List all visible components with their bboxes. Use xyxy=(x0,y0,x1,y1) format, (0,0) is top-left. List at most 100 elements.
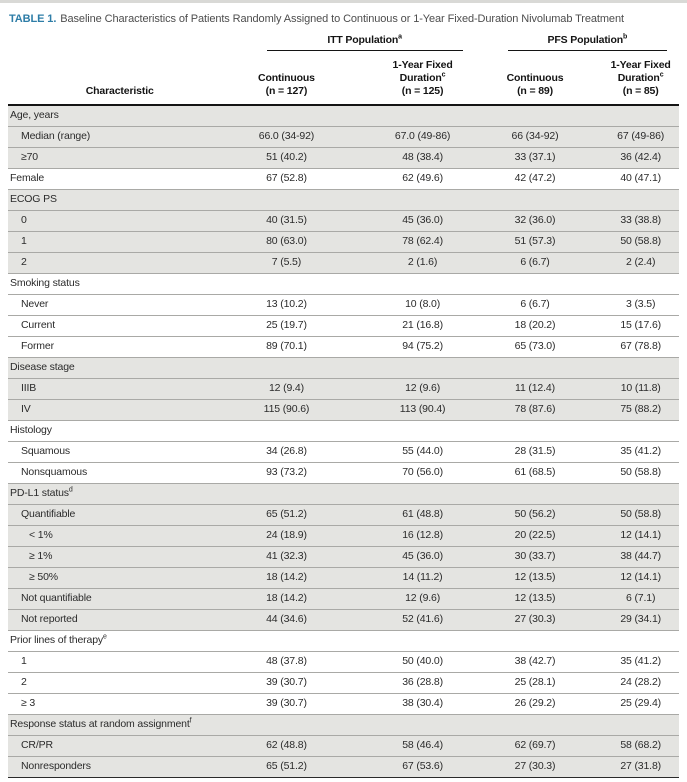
cell-value: 50 (56.2) xyxy=(514,508,556,520)
cell-value: 24 (28.2) xyxy=(620,676,661,688)
table-row: 2 39 (30.7) 36 (28.8) 25 (28.1) 24 (28.2) xyxy=(8,672,679,694)
cell-value: 32 (36.0) xyxy=(514,214,556,226)
table-row: 1 80 (63.0) 78 (62.4) 51 (57.3) 50 (58.8) xyxy=(8,231,679,253)
cell-value: 94 (75.2) xyxy=(402,340,443,352)
cell-value: 12 (14.1) xyxy=(620,571,661,583)
column-header-itt-1yr-fixed: 1-Year Fixed Durationc (n = 125) xyxy=(392,59,453,97)
cell-value: 42 (47.2) xyxy=(514,172,556,184)
cell-value: 50 (40.0) xyxy=(402,655,443,667)
column-group-row: ITT Populationa PFS Populationb xyxy=(8,32,679,51)
group-spacer xyxy=(8,32,229,51)
cell-value: 2 (1.6) xyxy=(407,256,438,268)
cell-value: 12 (14.1) xyxy=(620,529,661,541)
group-itt-footnote-sup: a xyxy=(398,33,403,41)
cell-value: 35 (41.2) xyxy=(620,655,661,667)
cell-value: 67.0 (49-86) xyxy=(394,130,451,142)
row-label: CR/PR xyxy=(21,739,53,751)
cell-value: 6 (7.1) xyxy=(626,592,656,604)
section-row: Age, years xyxy=(8,105,679,127)
cell-value: 67 (53.6) xyxy=(402,760,443,772)
row-label: Median (range) xyxy=(21,130,91,142)
row-label: 2 xyxy=(21,256,27,268)
column-header-pfs-continuous: Continuous (n = 89) xyxy=(506,72,564,97)
cell-value: 61 (68.5) xyxy=(514,466,556,478)
cell-value: 40 (47.1) xyxy=(620,172,661,184)
table-row: < 1% 24 (18.9) 16 (12.8) 20 (22.5) 12 (14.1) xyxy=(8,525,679,547)
table-row: Nonsquamous 93 (73.2) 70 (56.0) 61 (68.5) 50… xyxy=(8,462,679,484)
table-row: Former 89 (70.1) 94 (75.2) 65 (73.0) 67 (78.… xyxy=(8,336,679,358)
section-row: Histology xyxy=(8,420,679,442)
cell-value: 25 (29.4) xyxy=(620,697,661,709)
cell-value: 50 (58.8) xyxy=(620,508,661,520)
cell-value: 65 (51.2) xyxy=(266,760,307,772)
table-row: IIIB 12 (9.4) 12 (9.6) 11 (12.4) 10 (11.8) xyxy=(8,378,679,400)
cell-value: 40 (31.5) xyxy=(266,214,307,226)
row-label: ≥ 50% xyxy=(29,571,58,583)
cell-value: 65 (51.2) xyxy=(266,508,307,520)
cell-value: 45 (36.0) xyxy=(402,550,443,562)
cell-value: 44 (34.6) xyxy=(266,613,307,625)
section-label: Prior lines of therapye xyxy=(10,633,107,647)
cell-value: 62 (48.8) xyxy=(266,739,307,751)
cell-value: 12 (13.5) xyxy=(514,571,556,583)
table-row: ≥ 1% 41 (32.3) 45 (36.0) 30 (33.7) 38 (44.7) xyxy=(8,546,679,568)
cell-value: 18 (14.2) xyxy=(266,592,307,604)
cell-value: 66.0 (34-92) xyxy=(258,130,315,142)
section-row: Response status at random assignmentf xyxy=(8,714,679,736)
cell-value: 51 (40.2) xyxy=(266,151,307,163)
cell-value: 7 (5.5) xyxy=(271,256,302,268)
table-row: Median (range) 66.0 (34-92) 67.0 (49-86) 66… xyxy=(8,126,679,148)
row-label: 1 xyxy=(21,655,27,667)
cell-value: 38 (44.7) xyxy=(620,550,661,562)
cell-value: 27 (31.8) xyxy=(620,760,661,772)
cell-value: 61 (48.8) xyxy=(402,508,443,520)
table-row: Nonresponders 65 (51.2) 67 (53.6) 27 (30.3)… xyxy=(8,756,679,778)
table-row: IV 115 (90.6) 113 (90.4) 78 (87.6) 75 (88.2) xyxy=(8,399,679,421)
table-page: TABLE 1. Baseline Characteristics of Pati… xyxy=(0,3,687,782)
cell-value: 115 (90.6) xyxy=(263,403,310,415)
cell-value: 67 (78.8) xyxy=(620,340,661,352)
row-label: 2 xyxy=(21,676,27,688)
cell-value: 28 (31.5) xyxy=(514,445,556,457)
table-body: Age, years Median (range) 66.0 (34-92) 67.0… xyxy=(8,105,679,778)
cell-value: 39 (30.7) xyxy=(266,697,307,709)
cell-value: 29 (34.1) xyxy=(620,613,661,625)
table-row: ≥ 3 39 (30.7) 38 (30.4) 26 (29.2) 25 (29.4) xyxy=(8,693,679,715)
cell-value: 12 (9.6) xyxy=(405,592,441,604)
section-row: Prior lines of therapye xyxy=(8,630,679,652)
cell-value: 65 (73.0) xyxy=(514,340,556,352)
cell-value: 27 (30.3) xyxy=(514,613,556,625)
cell-value: 38 (30.4) xyxy=(402,697,443,709)
section-label: Histology xyxy=(10,424,52,436)
row-label: Nonresponders xyxy=(21,760,91,772)
cell-value: 48 (38.4) xyxy=(402,151,443,163)
cell-value: 66 (34-92) xyxy=(511,130,559,142)
cell-value: 18 (14.2) xyxy=(266,571,307,583)
row-label: Not reported xyxy=(21,613,78,625)
cell-value: 93 (73.2) xyxy=(266,466,307,478)
cell-value: 33 (38.8) xyxy=(620,214,661,226)
row-label: 0 xyxy=(21,214,27,226)
row-label: Not quantifiable xyxy=(21,592,92,604)
cell-value: 67 (52.8) xyxy=(266,172,307,184)
cell-value: 26 (29.2) xyxy=(514,697,556,709)
cell-value: 62 (49.6) xyxy=(402,172,443,184)
group-pfs-population: PFS Populationb xyxy=(478,32,679,51)
row-label: IIIB xyxy=(21,382,37,394)
cell-value: 33 (37.1) xyxy=(514,151,556,163)
column-header-pfs-1yr-fixed: 1-Year Fixed Durationc (n = 85) xyxy=(610,59,671,97)
cell-value: 2 (2.4) xyxy=(626,256,656,268)
page-top-rule xyxy=(0,0,687,3)
cell-value: 12 (9.6) xyxy=(405,382,441,394)
section-label: Disease stage xyxy=(10,361,75,373)
table-header: ITT Populationa PFS Populationb Characte… xyxy=(8,32,679,105)
cell-value: 16 (12.8) xyxy=(402,529,443,541)
cell-value: 12 (9.4) xyxy=(268,382,304,394)
row-label: < 1% xyxy=(29,529,53,541)
row-label: ≥70 xyxy=(21,151,38,163)
row-label: Former xyxy=(21,340,54,352)
table-row: ≥ 50% 18 (14.2) 14 (11.2) 12 (13.5) 12 (14.1… xyxy=(8,567,679,589)
section-row: Disease stage xyxy=(8,357,679,379)
group-itt-label: ITT Population xyxy=(327,34,399,46)
table-row: 0 40 (31.5) 45 (36.0) 32 (36.0) 33 (38.8) xyxy=(8,210,679,232)
